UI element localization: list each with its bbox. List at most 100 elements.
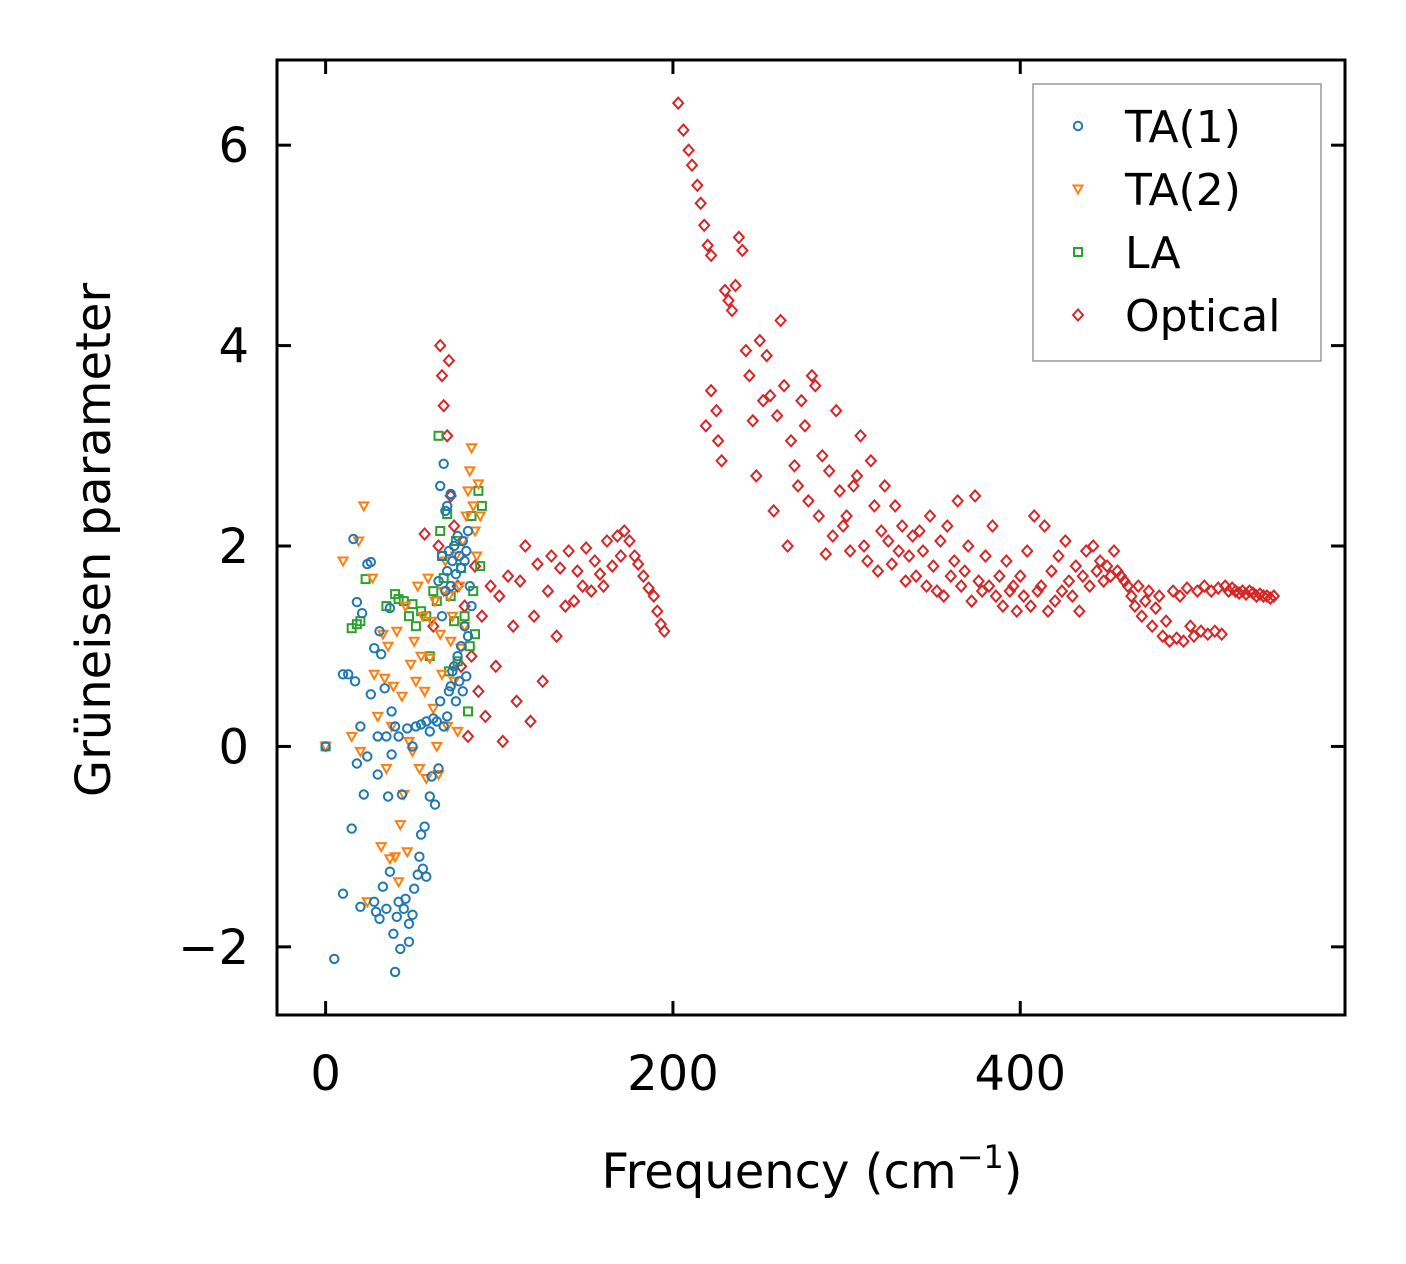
y-tick-label: 4	[218, 319, 249, 375]
data-point	[836, 519, 850, 533]
data-point	[450, 568, 462, 580]
data-point	[414, 651, 428, 663]
data-point	[381, 641, 395, 653]
data-point	[386, 706, 397, 717]
data-point	[927, 559, 940, 574]
data-point	[435, 669, 449, 681]
data-point	[1107, 544, 1121, 558]
data-point	[1104, 569, 1117, 584]
data-point	[407, 741, 418, 752]
data-point	[1125, 589, 1138, 604]
data-point	[374, 913, 385, 924]
data-point	[436, 611, 448, 622]
data-point	[871, 564, 885, 579]
data-point	[571, 564, 584, 579]
data-point	[395, 943, 406, 955]
data-point	[403, 918, 415, 929]
legend-label: TA(1)	[1124, 102, 1241, 153]
data-point	[501, 569, 515, 584]
data-point	[704, 248, 718, 263]
data-point	[802, 493, 815, 508]
data-point	[433, 338, 447, 353]
data-point	[394, 820, 407, 832]
data-point	[1208, 624, 1222, 639]
data-point	[388, 852, 402, 864]
data-point	[760, 348, 774, 363]
data-point	[346, 823, 357, 834]
data-point	[788, 458, 801, 473]
data-point	[798, 418, 812, 433]
data-point	[647, 589, 661, 604]
data-point	[355, 721, 366, 732]
series-ta-2-	[319, 443, 487, 909]
data-point	[881, 534, 895, 548]
data-point	[1090, 564, 1104, 579]
legend-marker	[1071, 184, 1085, 196]
data-point	[371, 711, 384, 723]
data-point	[677, 123, 690, 138]
data-point	[428, 586, 439, 597]
data-point	[451, 726, 464, 738]
data-point	[402, 723, 413, 734]
data-point	[725, 303, 739, 318]
data-point	[472, 479, 485, 491]
data-point	[770, 408, 784, 423]
data-point	[579, 541, 593, 555]
data-point	[819, 547, 833, 561]
legend-label: TA(2)	[1124, 165, 1241, 216]
data-point	[857, 539, 871, 553]
data-point	[1097, 574, 1110, 589]
data-point	[805, 368, 819, 383]
data-point	[1145, 619, 1159, 634]
data-point	[428, 596, 442, 608]
x-axis-label-exponent: −1	[957, 1138, 1004, 1176]
data-point	[654, 617, 668, 632]
data-point	[390, 626, 404, 638]
data-point	[461, 729, 475, 744]
data-point	[1180, 581, 1194, 596]
data-point	[1184, 619, 1197, 634]
y-tick-label: 2	[218, 519, 249, 575]
data-point	[418, 527, 431, 541]
data-point	[410, 721, 422, 732]
data-point	[384, 602, 396, 614]
data-point	[1173, 589, 1187, 604]
data-point	[374, 842, 388, 854]
data-point	[909, 569, 923, 584]
data-point	[614, 549, 628, 563]
data-point	[435, 368, 449, 383]
legend-label: Optical	[1125, 291, 1280, 342]
data-point	[358, 789, 369, 800]
data-point	[1159, 614, 1173, 629]
data-point	[366, 573, 379, 585]
data-point	[1131, 579, 1145, 594]
data-point	[464, 580, 475, 592]
data-point	[1062, 574, 1076, 589]
data-point	[376, 649, 387, 660]
data-point	[381, 903, 392, 914]
data-point	[822, 463, 836, 478]
ticks-layer: 0 200 400 −2 0 2 4 6	[178, 60, 1345, 1102]
data-point	[954, 579, 968, 594]
data-point	[868, 498, 881, 513]
data-point	[446, 611, 459, 623]
data-point	[958, 564, 972, 579]
data-point	[432, 539, 445, 553]
legend-entry: TA(2)	[1071, 165, 1241, 216]
plot-frame	[275, 58, 1347, 1017]
data-point	[1152, 589, 1166, 604]
data-point	[433, 763, 444, 774]
data-point	[1045, 564, 1058, 579]
data-point	[553, 561, 567, 576]
data-point	[440, 505, 451, 517]
data-point	[940, 519, 954, 533]
data-point	[459, 555, 470, 567]
data-point	[850, 468, 864, 483]
data-point	[1149, 601, 1163, 616]
data-point	[461, 545, 472, 557]
data-point	[1093, 554, 1107, 568]
data-point	[393, 594, 404, 605]
data-point	[815, 448, 829, 463]
data-point	[704, 383, 718, 398]
data-point	[541, 584, 555, 599]
